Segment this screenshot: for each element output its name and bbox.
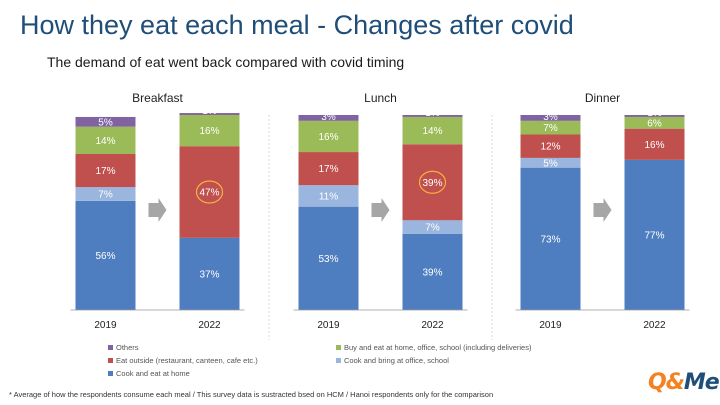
highlight-circle <box>195 180 224 204</box>
change-arrow-icon <box>148 198 167 222</box>
data-label: 53% <box>318 254 338 265</box>
legend-label: Buy and eat at home, office, school (inc… <box>344 343 532 352</box>
legend-swatch <box>108 358 113 363</box>
legend-item-cook-and-eat-at-home: Cook and eat at home <box>108 369 336 378</box>
category-label: 2019 <box>539 320 562 331</box>
category-label: 2022 <box>421 320 444 331</box>
chart-title-lunch: Lunch <box>364 91 397 105</box>
data-label: 16% <box>318 132 338 143</box>
bar-segment-cook-and-eat-at-home <box>624 159 685 310</box>
bar-segment-buy-and-eat-at-home-office-school-including-deliveries <box>179 115 240 147</box>
data-label: 56% <box>95 251 115 262</box>
bar-segment-eat-outside-restaurant-canteen-cafe-etc <box>298 152 359 186</box>
legend-label: Cook and bring at office, school <box>344 356 449 365</box>
bar-segment-cook-and-bring-at-office-school <box>75 187 136 201</box>
legend-swatch <box>336 358 341 363</box>
bar-segment-others <box>624 115 685 117</box>
data-label: 7% <box>543 123 558 134</box>
bar-segment-eat-outside-restaurant-canteen-cafe-etc <box>624 128 685 160</box>
category-label: 2022 <box>198 320 221 331</box>
bar-segment-cook-and-bring-at-office-school <box>402 220 463 234</box>
chart-title-breakfast: Breakfast <box>132 91 183 105</box>
legend-item-others: Others <box>108 343 336 352</box>
data-label: 73% <box>540 234 560 245</box>
data-label: 5% <box>543 158 558 169</box>
legend-item-eat-outside: Eat outside (restaurant, canteen, cafe e… <box>108 356 336 365</box>
logo-text-me: Me <box>683 370 720 395</box>
data-label: 77% <box>644 230 664 241</box>
legend-swatch <box>336 345 341 350</box>
data-label: 39% <box>422 178 442 189</box>
data-label: 14% <box>422 126 442 137</box>
data-label: 3% <box>321 112 336 123</box>
bar-segment-cook-and-eat-at-home <box>298 206 359 310</box>
chart-title-dinner: Dinner <box>585 91 620 105</box>
bar-segment-buy-and-eat-at-home-office-school-including-deliveries <box>402 116 463 145</box>
bar-segment-buy-and-eat-at-home-office-school-including-deliveries <box>75 126 136 154</box>
legend-label: Cook and eat at home <box>116 369 190 378</box>
bar-segment-cook-and-bring-at-office-school <box>520 157 581 168</box>
data-label: 3% <box>543 112 558 123</box>
logo-text-qa: Q& <box>648 370 685 395</box>
data-label: 37% <box>199 269 219 280</box>
data-label: 39% <box>422 267 442 278</box>
change-arrow-icon <box>371 198 390 222</box>
data-label: 17% <box>95 166 115 177</box>
data-label: 6% <box>647 118 662 129</box>
bar-segment-buy-and-eat-at-home-office-school-including-deliveries <box>624 116 685 129</box>
bar-segment-cook-and-eat-at-home <box>402 233 463 310</box>
data-label: 17% <box>318 164 338 175</box>
bar-segment-others <box>179 113 240 115</box>
bar-segment-cook-and-eat-at-home <box>179 237 240 310</box>
legend-item-buy-and-eat: Buy and eat at home, office, school (inc… <box>336 343 606 352</box>
data-label: 12% <box>540 142 560 153</box>
bar-segment-cook-and-eat-at-home <box>75 200 136 310</box>
bar-segment-others <box>520 115 581 121</box>
data-label: 16% <box>199 126 219 137</box>
data-label: 47% <box>199 188 219 199</box>
legend-swatch <box>108 371 113 376</box>
bar-segment-others <box>298 115 359 121</box>
stacked-bar-charts: Breakfast56%7%17%14%5%201937%0%47%16%1%2… <box>70 91 690 340</box>
category-label: 2019 <box>94 320 117 331</box>
data-label: 11% <box>319 191 338 202</box>
data-label: 7% <box>425 223 440 234</box>
footnote: * Average of how the respondents consume… <box>9 390 494 399</box>
data-label: 1% <box>425 108 440 119</box>
bar-segment-eat-outside-restaurant-canteen-cafe-etc <box>179 146 240 238</box>
bar-segment-buy-and-eat-at-home-office-school-including-deliveries <box>298 120 359 153</box>
bar-segment-others <box>402 115 463 117</box>
data-label: 7% <box>98 189 113 200</box>
bar-segment-cook-and-eat-at-home <box>520 167 581 310</box>
legend-item-cook-and-bring: Cook and bring at office, school <box>336 356 606 365</box>
chart-legend: Others Buy and eat at home, office, scho… <box>108 343 608 378</box>
brand-logo: Q&Me <box>648 370 720 395</box>
bar-segment-others <box>75 116 136 127</box>
data-label: 1% <box>647 108 662 119</box>
bar-segment-eat-outside-restaurant-canteen-cafe-etc <box>520 134 581 158</box>
data-label: 16% <box>644 140 664 151</box>
legend-swatch <box>108 345 113 350</box>
bar-segment-buy-and-eat-at-home-office-school-including-deliveries <box>520 120 581 135</box>
data-label: 1% <box>202 106 217 117</box>
highlight-circle <box>418 170 447 194</box>
page-title: How they eat each meal - Changes after c… <box>20 10 574 40</box>
category-label: 2022 <box>643 320 666 331</box>
bar-segment-eat-outside-restaurant-canteen-cafe-etc <box>75 154 136 188</box>
bar-segment-eat-outside-restaurant-canteen-cafe-etc <box>402 144 463 221</box>
category-label: 2019 <box>317 320 340 331</box>
data-label: 14% <box>95 136 115 147</box>
bar-segment-cook-and-bring-at-office-school <box>298 185 359 207</box>
legend-label: Others <box>116 343 139 352</box>
page-subtitle: The demand of eat went back compared wit… <box>47 54 405 70</box>
data-label: 5% <box>98 117 113 128</box>
change-arrow-icon <box>593 198 612 222</box>
legend-label: Eat outside (restaurant, canteen, cafe e… <box>116 356 258 365</box>
